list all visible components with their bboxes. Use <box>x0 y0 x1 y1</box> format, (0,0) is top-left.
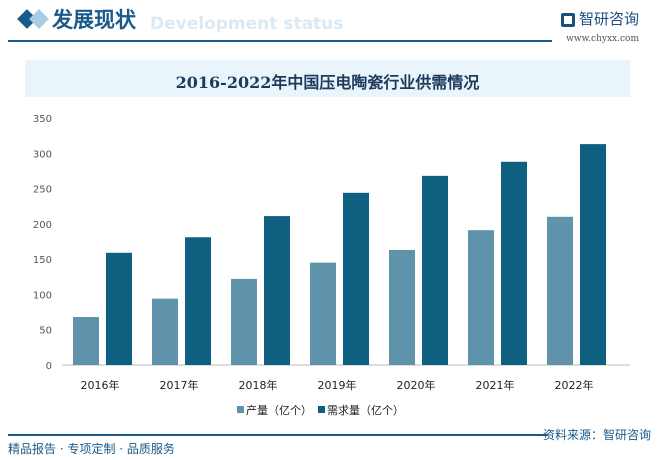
header-title: 发展现状 <box>52 8 136 32</box>
bar-production <box>468 230 494 365</box>
x-tick-label: 2018年 <box>239 378 278 392</box>
x-tick-label: 2017年 <box>160 378 199 392</box>
y-tick-label: 150 <box>33 255 52 266</box>
y-tick-label: 200 <box>33 220 52 231</box>
bar-production <box>547 216 573 365</box>
logo: 智研咨询 <box>560 8 639 29</box>
bar-demand <box>343 192 369 365</box>
header-divider <box>8 40 552 42</box>
bar-demand <box>580 144 606 365</box>
legend-label: 产量（亿个） <box>246 403 312 417</box>
logo-icon <box>560 13 575 27</box>
header-subtitle: Development status <box>150 14 344 34</box>
y-tick-label: 250 <box>33 185 52 196</box>
logo-text: 智研咨询 <box>578 10 639 28</box>
legend-swatch <box>237 406 244 413</box>
bar-chart: 0 50 100 150 200 250 300 350 2016年 2017年 2018年 2019… <box>33 114 630 417</box>
y-tick-label: 0 <box>46 361 52 372</box>
source-note: 资料来源：智研咨询 <box>542 428 651 442</box>
bar-demand <box>106 252 132 365</box>
bar-demand <box>264 216 290 365</box>
y-tick-label: 350 <box>33 114 52 125</box>
y-tick-label: 50 <box>39 326 52 337</box>
website-url: www.chyxx.com <box>566 34 639 44</box>
legend-swatch <box>318 406 325 413</box>
x-tick-label: 2020年 <box>397 378 436 392</box>
x-tick-label: 2019年 <box>318 378 357 392</box>
footer-tagline: 精品报告 · 专项定制 · 品质服务 <box>8 442 175 456</box>
bar-production <box>73 317 99 365</box>
bar-production <box>231 278 257 365</box>
chart-title: 2016-2022年中国压电陶瓷行业供需情况 <box>175 73 480 92</box>
footer-divider <box>8 434 548 436</box>
bar-demand <box>501 161 527 365</box>
bar-production <box>152 298 178 365</box>
y-tick-label: 100 <box>33 290 52 301</box>
x-tick-label: 2016年 <box>81 378 120 392</box>
bar-production <box>389 249 415 365</box>
legend-label: 需求量（亿个） <box>327 404 404 417</box>
title-band: 2016-2022年中国压电陶瓷行业供需情况 <box>25 60 630 97</box>
bar-demand <box>185 237 211 365</box>
bar-demand <box>422 175 448 365</box>
x-tick-label: 2021年 <box>476 378 515 392</box>
x-tick-label: 2022年 <box>555 378 594 392</box>
bar-production <box>310 262 336 365</box>
y-tick-label: 300 <box>33 149 52 160</box>
